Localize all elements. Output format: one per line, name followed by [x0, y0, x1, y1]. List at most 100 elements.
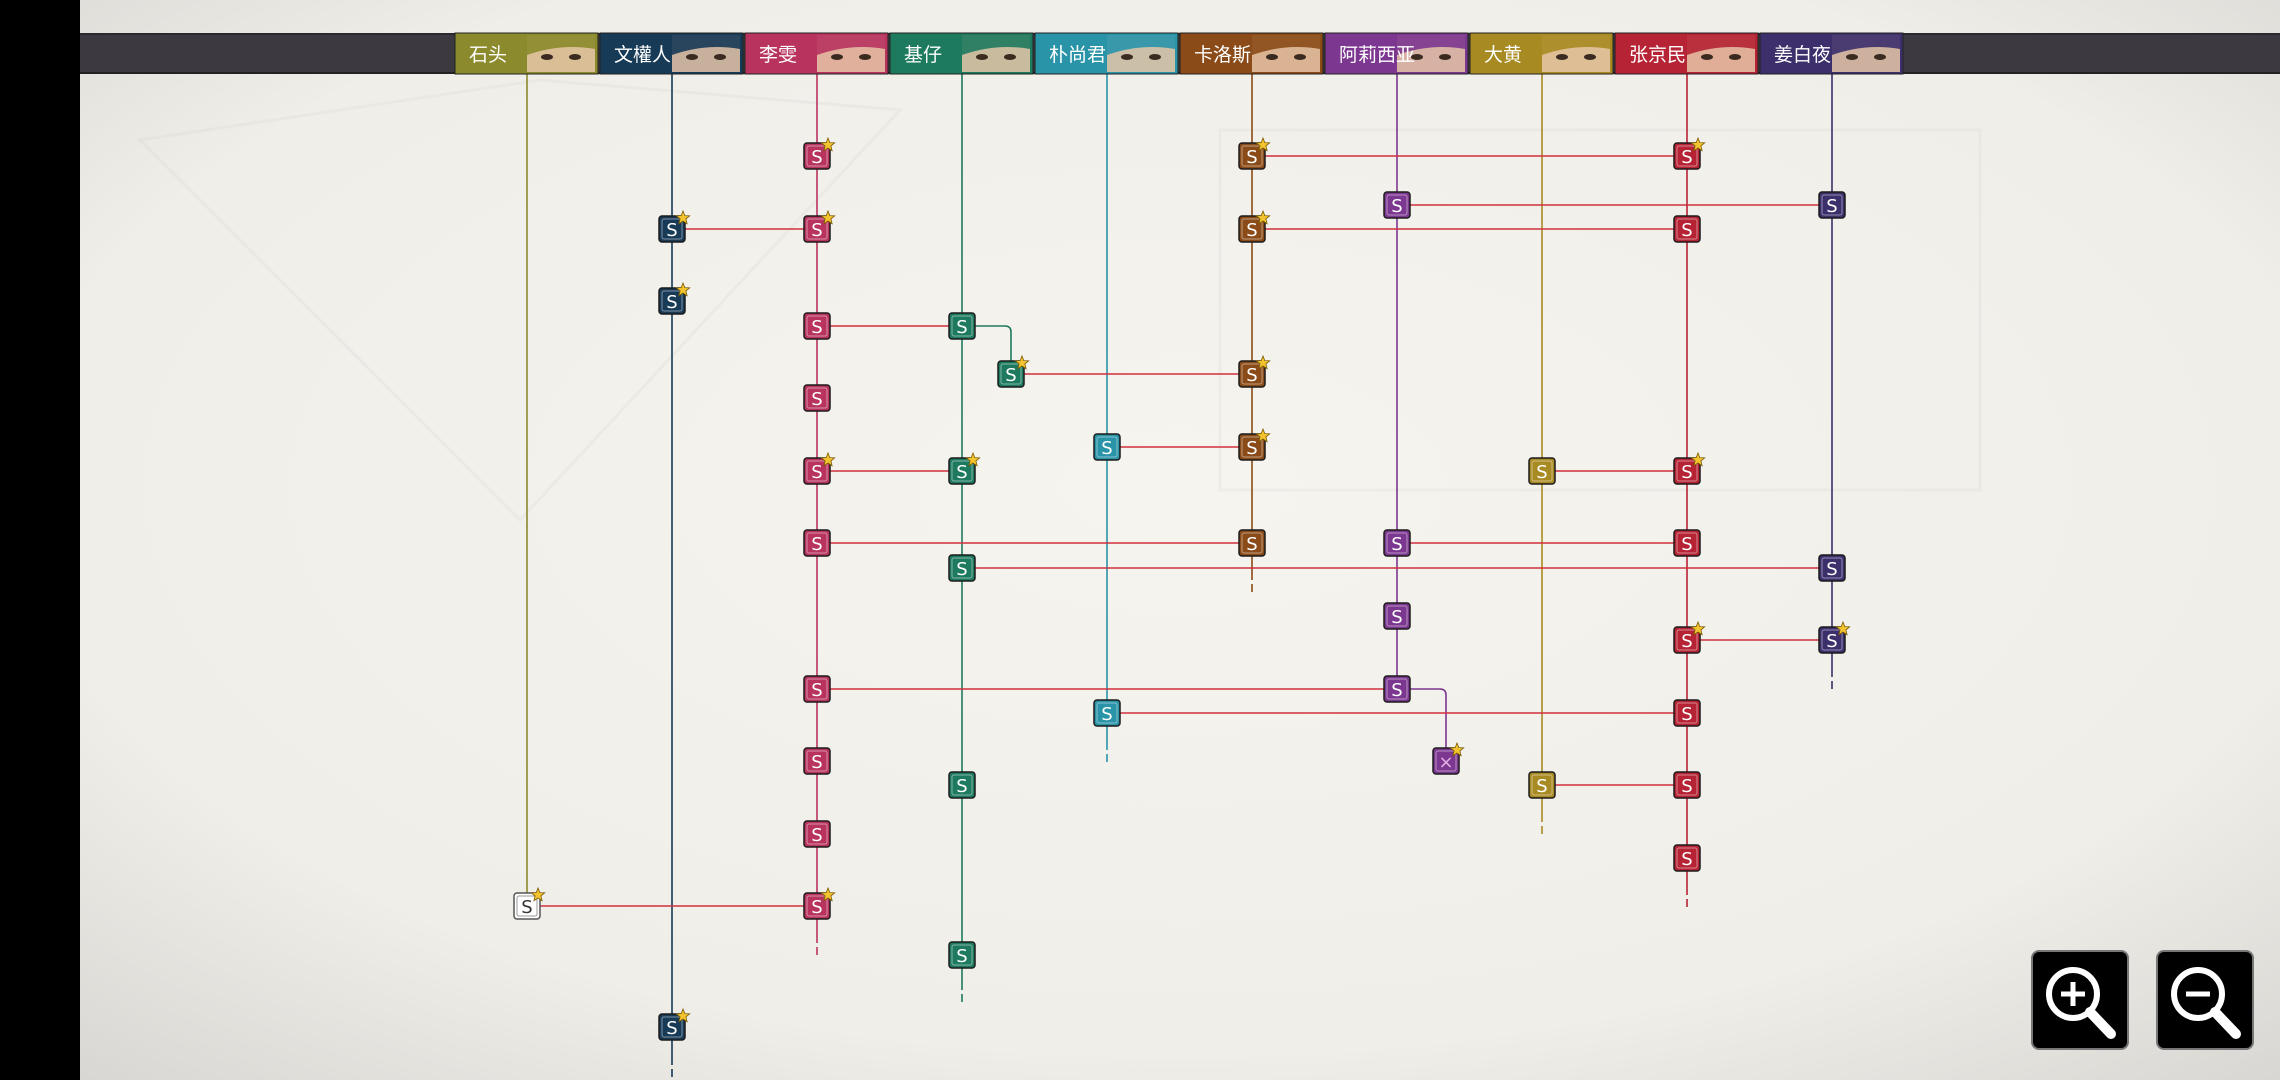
story-node[interactable]: S: [803, 529, 831, 557]
node-label: S: [1246, 438, 1257, 459]
node-label: S: [1391, 680, 1402, 701]
story-node[interactable]: S: [658, 1007, 691, 1041]
character-portrait: [527, 35, 595, 72]
story-node[interactable]: S: [803, 384, 831, 412]
story-node[interactable]: S: [1673, 771, 1701, 799]
node-label: S: [956, 462, 967, 483]
node-label: S: [666, 220, 677, 241]
story-node[interactable]: S: [1093, 699, 1121, 727]
story-node[interactable]: S: [1673, 136, 1706, 170]
star-icon: [820, 209, 836, 225]
character-portrait: [1687, 35, 1755, 72]
story-node[interactable]: S: [1238, 529, 1266, 557]
story-node[interactable]: S: [1528, 457, 1556, 485]
story-node[interactable]: S: [948, 771, 976, 799]
character-name: 石头: [469, 44, 507, 66]
story-node[interactable]: S: [1818, 620, 1851, 654]
story-node[interactable]: S: [803, 312, 831, 340]
story-node[interactable]: S: [1818, 554, 1846, 582]
node-label: S: [811, 389, 822, 410]
character-tab-10[interactable]: 姜白夜: [1759, 32, 1904, 75]
story-node[interactable]: S: [1383, 529, 1411, 557]
node-label: S: [956, 946, 967, 967]
character-name: 文權人: [614, 44, 671, 66]
character-tab-7[interactable]: 阿莉西亚: [1324, 32, 1469, 75]
story-node[interactable]: S: [803, 675, 831, 703]
story-node[interactable]: S: [1383, 602, 1411, 630]
node-label: S: [1536, 462, 1547, 483]
node-label: S: [1391, 534, 1402, 555]
story-node[interactable]: S: [1093, 433, 1121, 461]
story-node[interactable]: S: [1528, 771, 1556, 799]
story-node[interactable]: S: [803, 451, 836, 485]
character-name: 基仔: [904, 44, 942, 66]
story-node[interactable]: S: [803, 820, 831, 848]
star-icon: [1690, 136, 1706, 152]
story-node[interactable]: S: [1238, 354, 1271, 388]
story-node[interactable]: S: [948, 554, 976, 582]
star-icon: [530, 886, 546, 902]
story-node[interactable]: S: [803, 747, 831, 775]
character-tab-5[interactable]: 朴尚君: [1034, 32, 1179, 75]
node-label: S: [956, 776, 967, 797]
story-node[interactable]: S: [1383, 675, 1411, 703]
star-icon: [675, 209, 691, 225]
zoom-in-button[interactable]: [2031, 950, 2129, 1050]
star-icon: [1449, 741, 1465, 757]
character-tab-8[interactable]: 大黄: [1469, 32, 1614, 75]
node-label: S: [666, 292, 677, 313]
story-node[interactable]: S: [658, 281, 691, 315]
character-tab-2[interactable]: 文權人: [599, 32, 744, 75]
star-icon: [1255, 427, 1271, 443]
story-node[interactable]: S: [803, 209, 836, 243]
story-node[interactable]: S: [948, 941, 976, 969]
story-node[interactable]: S: [803, 886, 836, 920]
character-tab-9[interactable]: 张京民: [1614, 32, 1759, 75]
story-node[interactable]: S: [948, 451, 981, 485]
character-tab-6[interactable]: 卡洛斯: [1179, 32, 1324, 75]
story-node[interactable]: S: [1238, 136, 1271, 170]
character-portrait: [1107, 35, 1175, 72]
character-name: 张京民: [1629, 44, 1686, 66]
branch-connector: [1410, 688, 1447, 761]
node-label: S: [1681, 849, 1692, 870]
story-node[interactable]: S: [1673, 699, 1701, 727]
node-label: S: [811, 897, 822, 918]
story-node[interactable]: S: [803, 136, 836, 170]
story-node[interactable]: S: [1238, 209, 1271, 243]
node-label: S: [811, 680, 822, 701]
node-label: S: [1391, 196, 1402, 217]
story-node[interactable]: S: [1673, 529, 1701, 557]
node-label: S: [811, 825, 822, 846]
story-node[interactable]: S: [1238, 427, 1271, 461]
story-node[interactable]: S: [997, 354, 1030, 388]
story-node[interactable]: S: [513, 886, 546, 920]
story-node[interactable]: S: [658, 209, 691, 243]
character-portrait: [1832, 35, 1900, 72]
character-portrait: [962, 35, 1030, 72]
node-label: S: [521, 897, 532, 918]
chart-background: [80, 0, 2280, 1080]
story-node[interactable]: S: [1673, 620, 1706, 654]
story-node[interactable]: S: [1673, 215, 1701, 243]
node-label: S: [1681, 534, 1692, 555]
character-tab-3[interactable]: 李雯: [744, 32, 889, 75]
node-label: S: [1681, 704, 1692, 725]
story-node[interactable]: S: [1673, 451, 1706, 485]
locked-story-node[interactable]: ×: [1432, 741, 1465, 775]
character-portrait: [1252, 35, 1320, 72]
story-node[interactable]: S: [948, 312, 976, 340]
zoom-in-icon: [2046, 967, 2116, 1039]
story-node[interactable]: S: [1818, 191, 1846, 219]
character-tab-4[interactable]: 基仔: [889, 32, 1034, 75]
story-node[interactable]: S: [1383, 191, 1411, 219]
zoom-out-button[interactable]: [2156, 950, 2254, 1050]
star-icon: [1255, 136, 1271, 152]
character-name: 大黄: [1484, 44, 1522, 66]
star-icon: [1255, 354, 1271, 370]
branch-connector: [975, 325, 1012, 374]
node-label: S: [1681, 220, 1692, 241]
character-tab-1[interactable]: 石头: [454, 32, 599, 75]
story-node[interactable]: S: [1673, 844, 1701, 872]
